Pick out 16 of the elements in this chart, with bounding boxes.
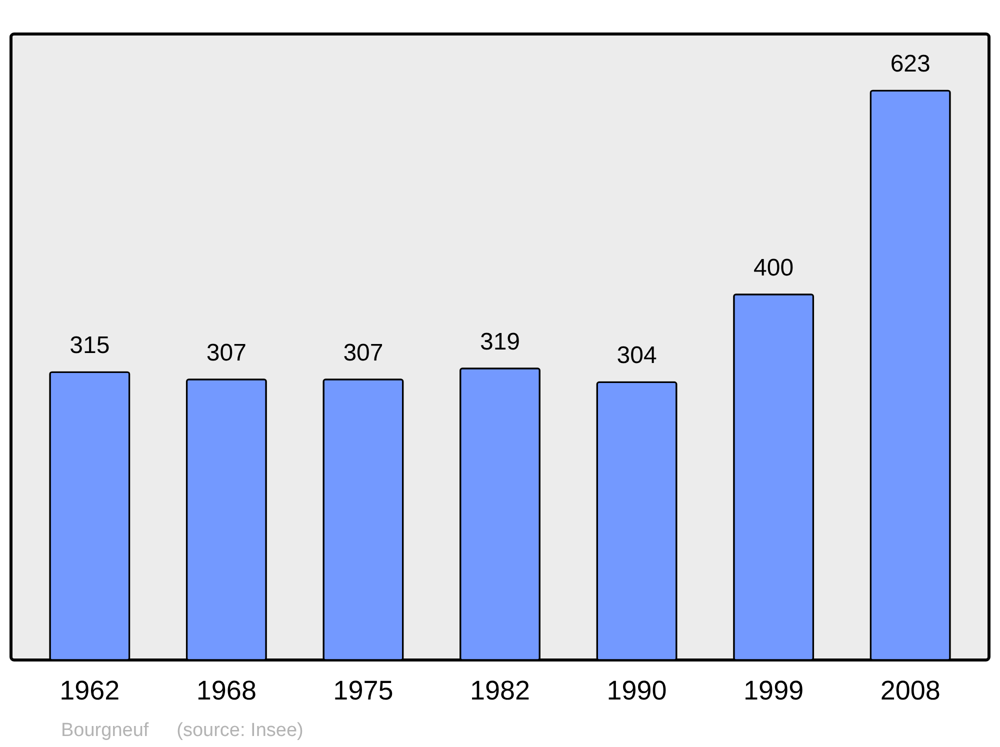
text: (source: Insee) bbox=[176, 720, 304, 741]
x-tick-label: 1975 bbox=[333, 676, 394, 706]
x-tick-label: 1990 bbox=[606, 676, 667, 706]
data-label: 307 bbox=[206, 339, 246, 366]
data-label: 623 bbox=[890, 50, 930, 78]
data-label: 304 bbox=[616, 342, 657, 370]
data-label: 319 bbox=[480, 328, 520, 356]
x-tick-label: 2008 bbox=[880, 676, 940, 706]
data-label: 315 bbox=[70, 332, 110, 360]
x-tick-label: 1962 bbox=[60, 676, 120, 706]
text: Bourgneuf bbox=[61, 720, 150, 741]
data-label: 400 bbox=[754, 254, 794, 282]
x-tick-label: 1982 bbox=[470, 676, 530, 706]
x-tick-label: 1999 bbox=[744, 676, 804, 706]
data-label: 307 bbox=[343, 339, 384, 366]
x-tick-label: 1968 bbox=[196, 676, 256, 706]
